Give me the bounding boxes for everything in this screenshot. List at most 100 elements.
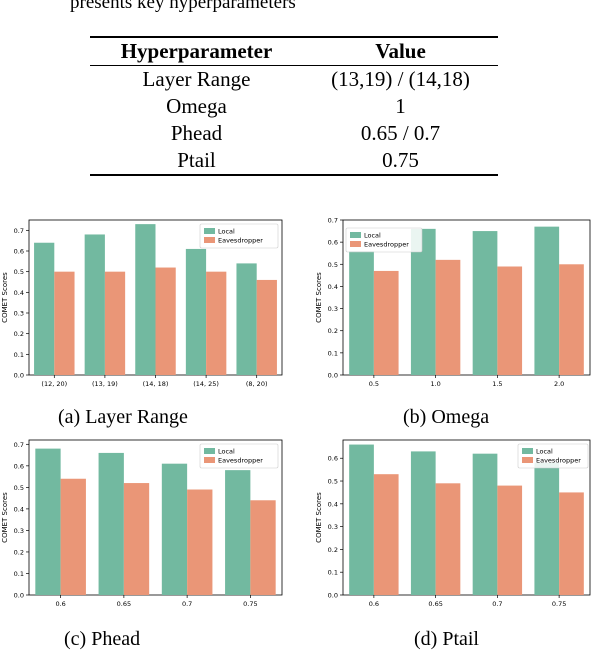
y-axis-label: COMET Scores — [315, 272, 323, 323]
y-tick-label: 0.5 — [14, 268, 24, 276]
bar-eavesdropper — [256, 279, 277, 375]
y-tick-label: 0.7 — [14, 441, 24, 449]
y-axis-label: COMET Scores — [1, 272, 9, 323]
legend-label-local: Local — [218, 448, 235, 456]
bar-local — [34, 242, 55, 375]
bar-eavesdropper — [155, 267, 176, 375]
bar-eavesdropper — [206, 271, 227, 375]
plot-frame — [342, 439, 591, 596]
hyperparameter-table: Hyperparameter Value Layer Range (13,19)… — [90, 36, 498, 176]
bar-eavesdropper — [54, 271, 75, 375]
bar-eavesdropper — [435, 259, 461, 375]
bar-local — [349, 444, 374, 595]
bar-local — [472, 453, 498, 595]
x-tick-label: 2.0 — [554, 380, 564, 388]
table-header-row: Hyperparameter Value — [90, 37, 498, 66]
chart-phead: 0.0 0.1 0.2 0.3 0.4 0.5 0.6 0.7 COMET Scores 0.6 0… — [1, 439, 283, 608]
y-tick-label: 0.3 — [14, 527, 24, 535]
legend-label-eavesdropper: Eavesdropper — [536, 457, 581, 465]
y-tick-label: 0.4 — [328, 500, 338, 508]
y-axis-label: COMET Scores — [315, 492, 323, 543]
chart-omega: 0.0 0.1 0.2 0.3 0.4 0.5 0.6 0.7 COMET Scores 0.5 1… — [315, 217, 591, 388]
legend-label-local: Local — [218, 228, 235, 236]
table-cell: 1 — [395, 94, 406, 118]
bar-eavesdropper — [250, 500, 276, 595]
y-tick-label: 0.5 — [14, 484, 24, 492]
y-tick-label: 0.0 — [14, 592, 24, 600]
x-tick-label: 0.75 — [243, 600, 257, 608]
y-tick-label: 0.4 — [14, 289, 24, 297]
x-tick-label: (14, 18) — [143, 380, 169, 388]
y-tick-label: 0.1 — [328, 349, 338, 357]
y-tick-label: 0.7 — [14, 227, 24, 235]
legend-box — [199, 443, 279, 469]
bar-eavesdropper — [435, 483, 461, 595]
legend-label-eavesdropper: Eavesdropper — [218, 457, 263, 465]
legend-label-eavesdropper: Eavesdropper — [218, 237, 263, 245]
bar-eavesdropper — [559, 264, 584, 375]
legend-label-eavesdropper: Eavesdropper — [364, 241, 409, 249]
x-tick-label: 0.6 — [55, 600, 65, 608]
header-value: Value — [375, 39, 426, 63]
bar-eavesdropper — [60, 478, 86, 595]
x-tick-label: (13, 19) — [92, 380, 118, 388]
y-tick-label: 0.2 — [14, 330, 24, 338]
bar-local — [236, 263, 257, 375]
bar-eavesdropper — [373, 270, 399, 375]
y-tick-label: 0.2 — [14, 548, 24, 556]
x-tick-label: 0.7 — [492, 600, 502, 608]
x-tick-label: 0.7 — [182, 600, 192, 608]
caption-d: (d) Ptail — [414, 628, 479, 650]
legend-swatch-eavesdropper — [204, 457, 215, 463]
chart-ptail: 0.0 0.1 0.2 0.3 0.4 0.5 0.6 COMET Scores 0.6 0.65… — [315, 439, 591, 608]
bar-local — [410, 451, 436, 595]
x-tick-label: 0.75 — [552, 600, 566, 608]
bar-local — [135, 224, 156, 375]
legend-swatch-local — [204, 228, 215, 234]
table-cell: Omega — [166, 94, 227, 118]
plot-frame — [342, 219, 591, 376]
bar-eavesdropper — [497, 266, 523, 375]
chart-layer-range: 0.0 0.1 0.2 0.3 0.4 0.5 0.6 0.7 COMET Scores (12,… — [1, 219, 283, 388]
table-row: Omega 1 — [90, 93, 498, 120]
y-tick-label: 0.5 — [328, 478, 338, 486]
table-cell: 0.75 — [382, 148, 419, 172]
legend-box — [199, 223, 279, 249]
y-tick-label: 0.0 — [14, 372, 24, 380]
y-tick-label: 0.3 — [14, 310, 24, 318]
intro-text: presents key hyperparameters — [70, 0, 296, 13]
legend-label-local: Local — [364, 232, 381, 240]
bar-eavesdropper — [559, 492, 584, 595]
bar-local — [161, 463, 188, 595]
x-tick-label: 0.6 — [369, 600, 379, 608]
bar-local — [534, 462, 560, 595]
bar-local — [98, 452, 124, 595]
y-tick-label: 0.4 — [328, 283, 338, 291]
legend-label-local: Local — [536, 448, 553, 456]
y-tick-label: 0.1 — [328, 569, 338, 577]
legend-swatch-eavesdropper — [350, 241, 361, 247]
bar-local — [472, 231, 498, 375]
bar-eavesdropper — [187, 489, 213, 595]
y-tick-label: 0.3 — [328, 523, 338, 531]
bar-eavesdropper — [373, 474, 399, 595]
y-tick-label: 0.6 — [328, 239, 338, 247]
y-axis-label: COMET Scores — [1, 492, 9, 543]
legend-box — [517, 443, 589, 469]
bar-local — [534, 226, 560, 375]
table-cell: Layer Range — [142, 67, 251, 91]
table-cell: Ptail — [177, 148, 216, 172]
table-cell: Phead — [170, 121, 223, 145]
y-tick-label: 0.0 — [328, 592, 338, 600]
table-cell: (13,19) / (14,18) — [331, 67, 470, 91]
x-tick-label: (12, 20) — [41, 380, 67, 388]
legend-swatch-eavesdropper — [204, 237, 215, 243]
bar-local — [84, 234, 105, 375]
caption-c: (c) Phead — [64, 628, 141, 650]
caption-b: (b) Omega — [403, 406, 490, 428]
table-row: Ptail 0.75 — [90, 147, 498, 175]
header-hyperparameter: Hyperparameter — [120, 39, 273, 63]
y-tick-label: 0.7 — [328, 217, 338, 225]
bar-local — [35, 448, 61, 595]
bar-eavesdropper — [104, 271, 126, 375]
